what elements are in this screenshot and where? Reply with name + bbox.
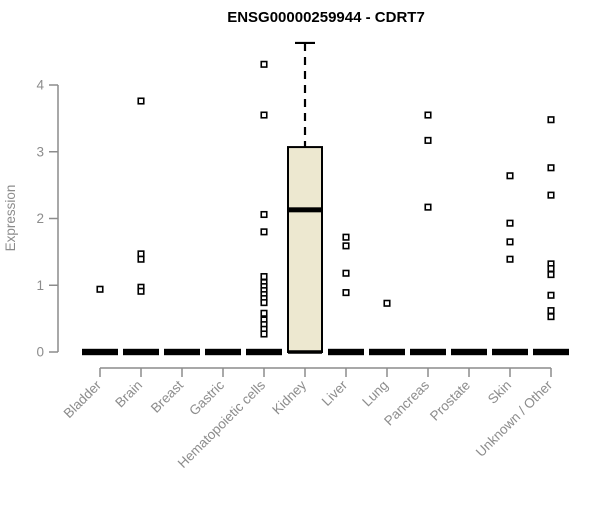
y-tick-label: 4 bbox=[36, 78, 44, 93]
y-tick-label: 1 bbox=[36, 278, 44, 293]
outlier-point bbox=[506, 238, 514, 246]
y-axis-label: Expression bbox=[3, 185, 18, 252]
outlier-point bbox=[424, 111, 432, 119]
x-category-label: Breast bbox=[148, 377, 186, 415]
outlier-point bbox=[383, 299, 391, 307]
outlier-point bbox=[506, 219, 514, 227]
median-line bbox=[289, 207, 321, 213]
outlier-point bbox=[506, 172, 514, 180]
outlier-point bbox=[547, 265, 555, 273]
outlier-point bbox=[547, 116, 555, 124]
outlier-point bbox=[260, 228, 268, 236]
outlier-point bbox=[260, 111, 268, 119]
zero-collapsed-box bbox=[246, 348, 282, 356]
x-category-label: Lung bbox=[359, 378, 391, 410]
zero-collapsed-box bbox=[533, 348, 569, 356]
box bbox=[287, 146, 323, 353]
outlier-point bbox=[260, 210, 268, 219]
outlier-point bbox=[342, 233, 350, 241]
outlier-point bbox=[547, 307, 555, 315]
outlier-point bbox=[342, 269, 350, 277]
outlier-point bbox=[137, 97, 145, 105]
y-tick-label: 3 bbox=[36, 144, 44, 159]
x-category-label: Prostate bbox=[427, 378, 473, 424]
x-category-label: Liver bbox=[319, 377, 351, 409]
outlier-point bbox=[547, 164, 555, 172]
zero-collapsed-box bbox=[164, 348, 200, 356]
outlier-point bbox=[137, 255, 145, 263]
outlier-point bbox=[260, 330, 268, 338]
outlier-point bbox=[137, 287, 145, 295]
outlier-point bbox=[342, 289, 350, 297]
outlier-points bbox=[96, 60, 555, 338]
chart-title: ENSG00000259944 - CDRT7 bbox=[227, 9, 425, 26]
y-tick-label: 2 bbox=[36, 211, 44, 226]
x-category-label: Bladder bbox=[61, 377, 105, 421]
outlier-point bbox=[424, 203, 432, 211]
zero-collapsed-box bbox=[82, 348, 118, 356]
zero-collapsed-box bbox=[451, 348, 487, 356]
outlier-point bbox=[96, 285, 104, 293]
x-category-label: Unknown / Other bbox=[473, 377, 556, 460]
x-category-label: Pancreas bbox=[381, 377, 432, 428]
outlier-point bbox=[547, 271, 555, 279]
zero-collapsed-box bbox=[328, 348, 364, 356]
outlier-point bbox=[547, 313, 555, 321]
outlier-point bbox=[547, 291, 555, 299]
outlier-point bbox=[342, 242, 350, 250]
zero-collapsed-box bbox=[369, 348, 405, 356]
outlier-point bbox=[424, 136, 432, 144]
outlier-point bbox=[506, 255, 514, 263]
zero-collapsed-box bbox=[492, 348, 528, 356]
outlier-point bbox=[547, 191, 555, 199]
outlier-point bbox=[260, 309, 268, 317]
box-series bbox=[82, 41, 569, 356]
x-category-label: Gastric bbox=[186, 377, 227, 418]
zero-collapsed-box bbox=[123, 348, 159, 356]
outlier-point bbox=[260, 60, 268, 68]
y-tick-label: 0 bbox=[36, 345, 44, 360]
outlier-point bbox=[260, 299, 268, 307]
x-category-label: Skin bbox=[485, 378, 514, 407]
x-category-label: Kidney bbox=[269, 377, 309, 417]
zero-collapsed-box bbox=[410, 348, 446, 356]
outlier-point bbox=[260, 273, 268, 281]
zero-collapsed-box bbox=[205, 348, 241, 356]
x-category-label: Brain bbox=[112, 378, 145, 411]
